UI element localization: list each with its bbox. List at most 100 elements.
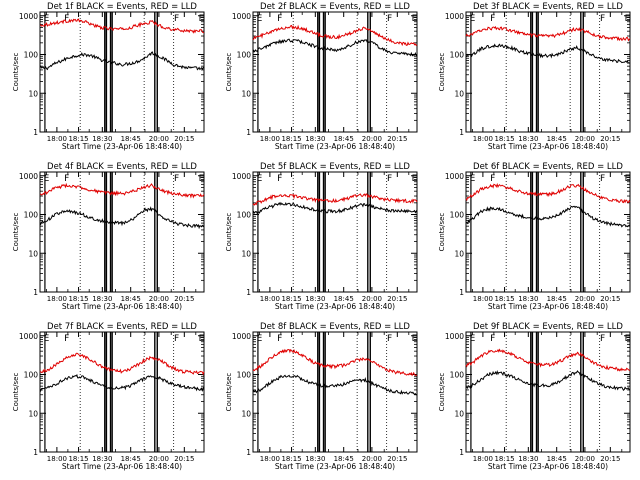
y-tick-label: 1 — [246, 128, 251, 137]
y-tick-label: 10 — [241, 89, 251, 98]
x-tick-label: 20:00 — [362, 135, 382, 143]
x-tick-label: 18:30 — [518, 135, 538, 143]
y-tick-label: 1000 — [232, 172, 251, 181]
panel-title: Det 3f BLACK = Events, RED = LLD — [473, 2, 623, 12]
y-axis-label: Counts/sec — [225, 373, 233, 412]
panel-det-3: Det 3f BLACK = Events, RED = LLD 1 10 100 10… — [438, 2, 631, 151]
x-tick-label: 20:00 — [362, 295, 382, 303]
y-tick-label: 100 — [450, 371, 465, 380]
y-tick-label: 100 — [237, 51, 252, 60]
x-tick-label: 18:45 — [121, 455, 141, 463]
y-axis-label: Counts/sec — [438, 373, 446, 412]
y-tick-label: 1 — [459, 448, 464, 457]
x-tick-label: 18:00 — [47, 455, 67, 463]
panel-det-2: Det 2f BLACK = Events, RED = LLD 1 10 100 10… — [225, 2, 418, 151]
x-tick-label: 18:15 — [281, 295, 301, 303]
y-tick-label: 1 — [459, 288, 464, 297]
x-tick-label: 18:15 — [494, 135, 514, 143]
x-tick-label: 20:00 — [149, 135, 169, 143]
plot-frame — [39, 171, 205, 293]
flag-label: F — [277, 334, 282, 344]
x-tick-label: 20:15 — [600, 455, 620, 463]
flag-label: E — [625, 14, 631, 24]
y-tick-label: 1 — [459, 128, 464, 137]
flag-label: F — [174, 14, 179, 24]
lld-series-line — [465, 182, 631, 204]
x-tick-label: 20:00 — [575, 455, 595, 463]
x-tick-label: 18:45 — [334, 455, 354, 463]
x-tick-label: 18:15 — [281, 455, 301, 463]
flag-label: E — [412, 334, 418, 344]
x-tick-label: 20:15 — [387, 135, 407, 143]
events-series-line — [252, 201, 418, 215]
flag-label: E — [257, 334, 263, 344]
flag-label: E — [412, 174, 418, 184]
plot-frame — [39, 331, 205, 453]
y-tick-label: 1000 — [445, 332, 464, 341]
x-tick-label: 18:00 — [473, 455, 493, 463]
events-series-line — [252, 38, 418, 57]
panel-title: Det 7f BLACK = Events, RED = LLD — [47, 322, 197, 332]
x-tick-label: 18:45 — [121, 295, 141, 303]
panel-title: Det 1f BLACK = Events, RED = LLD — [47, 2, 197, 12]
flag-label: F — [277, 14, 282, 24]
x-tick-label: 18:00 — [260, 455, 280, 463]
y-tick-label: 10 — [241, 409, 251, 418]
x-tick-label: 18:15 — [494, 455, 514, 463]
x-tick-label: 18:30 — [305, 455, 325, 463]
events-series-line — [39, 51, 205, 71]
y-tick-label: 1 — [246, 288, 251, 297]
x-tick-label: 20:00 — [575, 135, 595, 143]
plot-frame — [252, 171, 418, 293]
x-tick-label: 18:00 — [473, 135, 493, 143]
x-tick-label: 18:00 — [473, 295, 493, 303]
lld-series-line — [252, 24, 418, 47]
panel-title: Det 2f BLACK = Events, RED = LLD — [260, 2, 410, 12]
flag-label: E — [44, 14, 50, 24]
x-tick-label: 20:15 — [387, 295, 407, 303]
y-axis-label: Counts/sec — [12, 53, 20, 92]
events-series-line — [465, 205, 631, 228]
x-axis-label: Start Time (23-Apr-06 18:48:40) — [275, 302, 395, 311]
flag-label: E — [470, 334, 476, 344]
y-axis-label: Counts/sec — [438, 213, 446, 252]
lld-series-line — [465, 348, 631, 372]
panel-title: Det 5f BLACK = Events, RED = LLD — [260, 162, 410, 172]
x-tick-label: 20:00 — [575, 295, 595, 303]
x-tick-label: 20:15 — [174, 135, 194, 143]
x-tick-label: 18:00 — [47, 295, 67, 303]
x-tick-label: 20:00 — [149, 455, 169, 463]
x-tick-label: 18:30 — [518, 295, 538, 303]
x-tick-label: 18:45 — [334, 295, 354, 303]
flag-label: E — [257, 14, 263, 24]
y-tick-label: 1000 — [19, 332, 38, 341]
panel-det-5: Det 5f BLACK = Events, RED = LLD 1 10 100 10… — [225, 162, 418, 311]
x-tick-label: 20:15 — [600, 135, 620, 143]
x-tick-label: 18:15 — [281, 135, 301, 143]
panel-title: Det 8f BLACK = Events, RED = LLD — [260, 322, 410, 332]
y-axis-label: Counts/sec — [438, 53, 446, 92]
flag-label: F — [387, 14, 392, 24]
x-tick-label: 18:15 — [494, 295, 514, 303]
x-tick-label: 18:30 — [92, 135, 112, 143]
panel-title: Det 9f BLACK = Events, RED = LLD — [473, 322, 623, 332]
x-tick-label: 20:15 — [600, 295, 620, 303]
y-tick-label: 100 — [237, 371, 252, 380]
flag-label: F — [490, 14, 495, 24]
x-axis-label: Start Time (23-Apr-06 18:48:40) — [62, 142, 182, 151]
x-tick-label: 18:00 — [260, 135, 280, 143]
y-tick-label: 100 — [24, 211, 39, 220]
plot-frame — [465, 331, 631, 453]
flag-label: F — [600, 174, 605, 184]
y-tick-label: 1000 — [232, 12, 251, 21]
x-tick-label: 18:45 — [547, 135, 567, 143]
y-tick-label: 100 — [450, 211, 465, 220]
flag-label: E — [625, 174, 631, 184]
y-tick-label: 1000 — [445, 12, 464, 21]
x-tick-label: 18:30 — [518, 455, 538, 463]
x-axis-label: Start Time (23-Apr-06 18:48:40) — [488, 462, 608, 471]
lld-series-line — [39, 182, 205, 199]
flag-label: F — [64, 174, 69, 184]
panel-det-7: Det 7f BLACK = Events, RED = LLD 1 10 100 10… — [12, 322, 205, 471]
